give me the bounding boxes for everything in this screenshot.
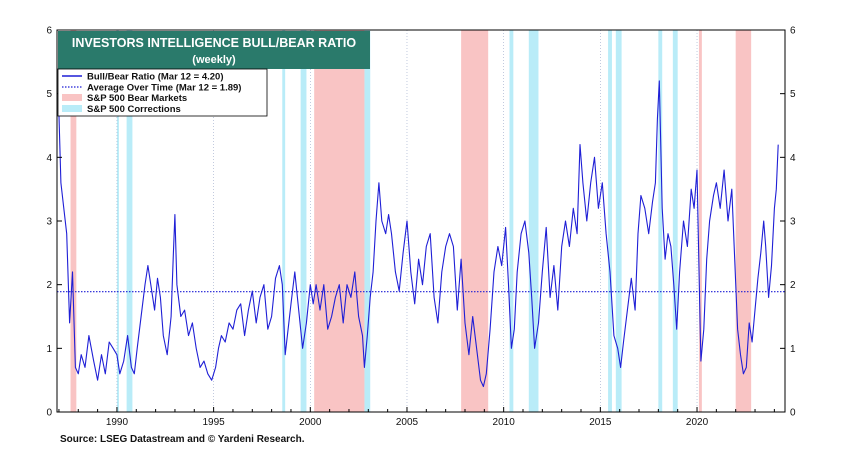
bear-market-band [735,30,752,412]
shaded-bands [70,30,752,412]
correction-band [608,30,612,412]
legend-label-ratio: Bull/Bear Ratio (Mar 12 = 4.20) [87,72,223,83]
x-tick-label: 2020 [686,417,709,428]
x-tick-label: 2005 [396,417,419,428]
x-tick-label: 1990 [106,417,129,428]
legend-label-average: Average Over Time (Mar 12 = 1.89) [87,83,241,94]
source-note: Source: LSEG Datastream and © Yardeni Re… [60,434,305,445]
correction-band [528,30,539,412]
y-tick-label-left: 0 [46,408,52,419]
series-layer [57,80,785,388]
x-tick-label: 2010 [493,417,516,428]
legend-swatch-correction [62,105,82,112]
bull-bear-ratio-line [58,80,779,388]
correction-band [126,30,133,412]
correction-band [300,30,307,412]
y-tick-label-right: 6 [790,26,796,37]
bear-market-band [70,30,77,412]
correction-band [658,30,663,412]
chart-subtitle: (weekly) [192,54,236,66]
y-tick-label-right: 0 [790,408,796,419]
title-box [58,31,370,69]
y-tick-label-right: 2 [790,280,796,291]
legend-label-correction: S&P 500 Corrections [87,104,181,115]
axis-ticks: 0 0 1 1 2 2 3 3 4 4 5 5 6 6 1990 1995 2000 2005 2010 2015 20… [46,26,796,429]
chart-title: INVESTORS INTELLIGENCE BULL/BEAR RATIO [72,36,357,50]
bear-market-band [461,30,489,412]
correction-band [509,30,514,412]
y-tick-label-right: 3 [790,217,796,228]
legend-swatch-bear [62,94,82,101]
x-tick-label: 2015 [589,417,612,428]
legend-box [57,68,268,117]
y-tick-label-left: 6 [46,26,52,37]
y-tick-label-left: 2 [46,280,52,291]
x-tick-label: 1995 [202,417,225,428]
bear-market-band [698,30,702,412]
y-tick-label-right: 5 [790,89,796,100]
correction-band [364,30,371,412]
correction-band [615,30,622,412]
legend-label-bear: S&P 500 Bear Markets [87,93,187,104]
y-tick-label-right: 4 [790,153,796,164]
correction-band [282,30,286,412]
y-tick-label-left: 3 [46,217,52,228]
y-tick-label-left: 4 [46,153,52,164]
x-tick-label: 2000 [299,417,322,428]
y-tick-label-left: 1 [46,344,52,355]
correction-band [672,30,678,412]
correction-band [116,30,119,412]
bear-market-band [314,30,365,412]
legend: Bull/Bear Ratio (Mar 12 = 4.20) Average … [57,68,268,117]
y-tick-label-left: 5 [46,89,52,100]
y-tick-label-right: 1 [790,344,796,355]
